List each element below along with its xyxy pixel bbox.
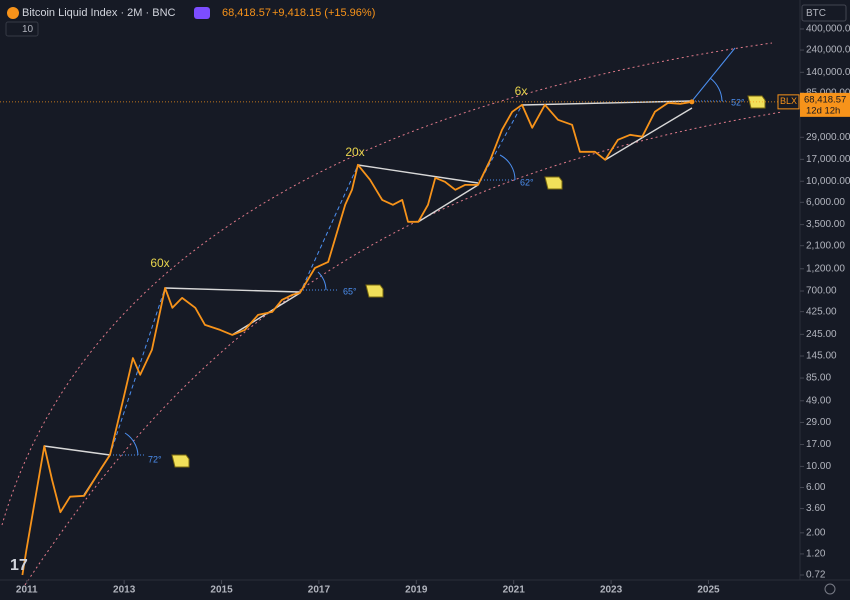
price-line xyxy=(21,101,693,576)
y-tick-label: 240,000.00 xyxy=(806,45,850,56)
plot xyxy=(0,99,800,576)
series-tag xyxy=(777,94,800,110)
angle-line xyxy=(299,164,359,294)
trend-line xyxy=(357,164,479,184)
symbol-logo xyxy=(7,7,19,19)
last-point xyxy=(689,99,695,105)
y-tick-label: 17.00 xyxy=(806,439,831,450)
x-tick-label: 2023 xyxy=(600,585,623,596)
angle-label: 72° xyxy=(148,454,162,464)
symbol: BTC xyxy=(806,8,826,19)
annotation: 60x xyxy=(150,256,169,270)
drawings xyxy=(1,42,783,586)
annotation: 6x xyxy=(515,84,528,98)
y-tick-label: 10,000.00 xyxy=(806,176,850,187)
x-tick-label: 2015 xyxy=(210,585,233,596)
x-tick-label: 2021 xyxy=(503,585,526,596)
y-tick-label: 17,000.00 xyxy=(806,154,850,165)
y-tick-label: 2.00 xyxy=(806,527,826,538)
y-tick-label: 425.00 xyxy=(806,306,837,317)
y-tick-label: 10.00 xyxy=(806,461,831,472)
series-name: BLX xyxy=(780,96,797,106)
x-tick-label: 2013 xyxy=(113,585,136,596)
y-tick-label: 140,000.00 xyxy=(806,67,850,78)
y-tick-label: 49.00 xyxy=(806,395,831,406)
y-tick-label: 3,500.00 xyxy=(806,219,845,230)
y-tick-label: 700.00 xyxy=(806,286,837,297)
chart-title: Bitcoin Liquid Index · 2M · BNC xyxy=(22,7,176,19)
settings-icon[interactable] xyxy=(824,583,836,595)
trend-line xyxy=(164,287,301,293)
angle-label: 52° xyxy=(731,97,745,107)
upper-curve xyxy=(1,42,773,526)
x-tick-label: 2025 xyxy=(697,585,720,596)
indicator-box[interactable] xyxy=(5,21,39,37)
y-tick-label: 85.00 xyxy=(806,373,831,384)
trend-line xyxy=(417,184,479,223)
angle-arc xyxy=(124,77,723,456)
y-tick-label: 29.00 xyxy=(806,417,831,428)
y-tick-label: 145.00 xyxy=(806,351,837,362)
trend-line xyxy=(604,107,693,161)
y-tick-label: 6,000.00 xyxy=(806,197,845,208)
hand-icon xyxy=(171,95,766,468)
change: +9,418.15 (+15.96%) xyxy=(272,7,375,19)
y-tick-label: 2,100.00 xyxy=(806,240,845,251)
price-tag-label: 68,418.57 xyxy=(804,94,846,105)
x-tick-label: 2019 xyxy=(405,585,428,596)
y-tick-label: 400,000.00 xyxy=(806,24,850,35)
angle-label: 65° xyxy=(343,286,357,296)
y-tick-label: 29,000.00 xyxy=(806,132,850,143)
y-tick-label: 6.00 xyxy=(806,482,826,493)
angle-label: 62° xyxy=(520,177,534,187)
axes: 0.72 1.20 2.00 3.60 6.00 10.00 17.00 29.00 49.00… xyxy=(16,24,850,596)
y-tick-label: 245.00 xyxy=(806,329,837,340)
badge xyxy=(194,7,210,19)
indicator-value: 10 xyxy=(22,24,34,35)
countdown: 12d 12h xyxy=(806,105,840,116)
symbol-box[interactable] xyxy=(801,4,847,22)
y-tick-label: 3.60 xyxy=(806,503,826,514)
trend-line xyxy=(43,445,111,456)
lower-curve xyxy=(24,111,783,586)
x-tick-label: 2017 xyxy=(308,585,331,596)
angle-line xyxy=(691,47,736,102)
logo: 17 xyxy=(10,557,28,574)
y-tick-label: 1.20 xyxy=(806,549,826,560)
annotation: 20x xyxy=(345,145,364,159)
y-tick-label: 1,200.00 xyxy=(806,263,845,274)
angle-base xyxy=(110,100,728,456)
price-tag xyxy=(800,92,850,117)
y-tick-label: 0.72 xyxy=(806,570,826,581)
angle-line xyxy=(109,287,166,456)
last-value: 68,418.57 xyxy=(222,7,271,19)
x-tick-label: 2011 xyxy=(16,585,38,596)
